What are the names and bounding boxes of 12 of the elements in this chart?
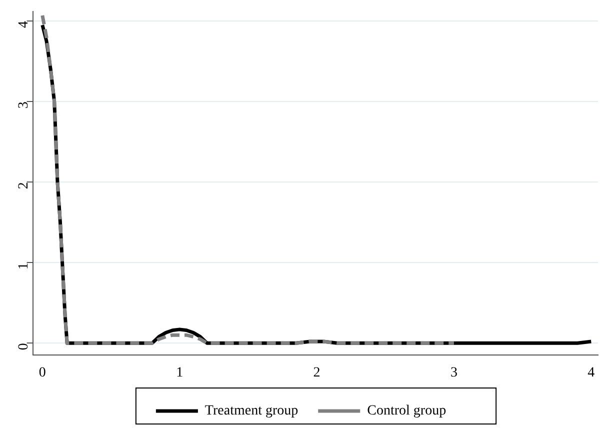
y-tick-label: 3 bbox=[16, 102, 32, 109]
y-tick-label: 1 bbox=[16, 262, 32, 270]
x-tick-label: 1 bbox=[176, 365, 184, 380]
x-tick-label: 3 bbox=[450, 365, 458, 380]
y-tick-label: 2 bbox=[16, 182, 32, 190]
y-tick-label: 0 bbox=[16, 343, 32, 350]
x-tick-label: 0 bbox=[38, 365, 46, 380]
x-tick-label: 2 bbox=[313, 365, 320, 380]
y-tick-label: 4 bbox=[16, 21, 32, 28]
legend-label: Treatment group bbox=[204, 404, 298, 419]
x-tick-label: 4 bbox=[588, 365, 595, 380]
legend-label: Control group bbox=[367, 404, 446, 419]
